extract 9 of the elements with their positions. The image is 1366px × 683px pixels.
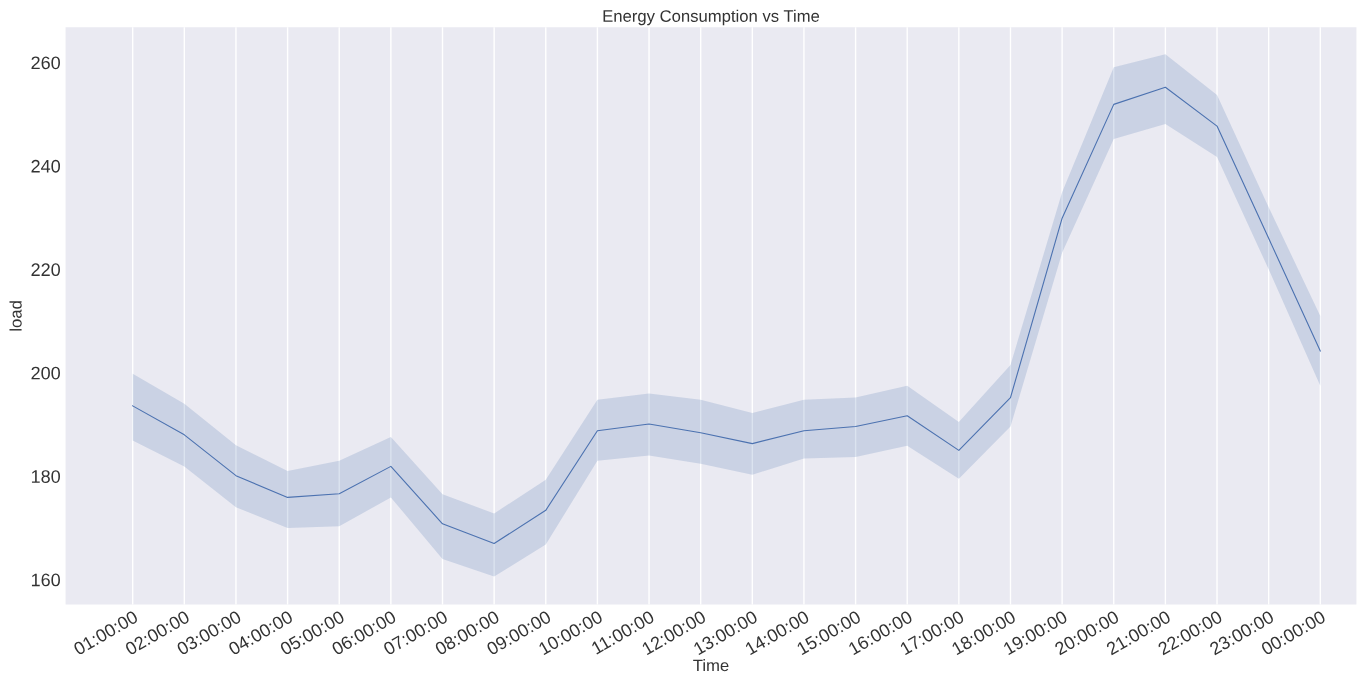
y-tick-label: 200 [31,366,60,380]
y-tick-label: 160 [31,573,60,587]
y-tick-label: 180 [31,470,60,483]
y-tick-label: 260 [31,56,60,70]
y-axis-title: load [9,301,22,331]
y-tick-label: 220 [31,263,60,277]
x-axis-title: Time [693,659,729,672]
chart-title: Energy Consumption vs Time [603,9,820,26]
y-tick-label: 240 [31,159,60,173]
